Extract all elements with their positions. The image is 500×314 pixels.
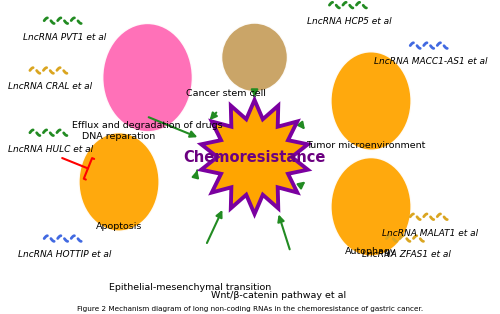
Text: Figure 2 Mechanism diagram of long non-coding RNAs in the chemoresistance of gas: Figure 2 Mechanism diagram of long non-c… (77, 306, 423, 312)
Text: LncRNA MACC1-AS1 et al: LncRNA MACC1-AS1 et al (374, 57, 487, 66)
Text: Epithelial-mesenchymal transition: Epithelial-mesenchymal transition (109, 283, 272, 292)
Text: LncRNA MALAT1 et al: LncRNA MALAT1 et al (382, 229, 478, 238)
Ellipse shape (330, 51, 411, 150)
Text: Autophagy: Autophagy (346, 247, 397, 256)
Text: LncRNA ZFAS1 et al: LncRNA ZFAS1 et al (362, 250, 451, 259)
Text: Efflux and degradation of drugs: Efflux and degradation of drugs (72, 121, 223, 130)
Text: Wnt/β-catenin pathway et al: Wnt/β-catenin pathway et al (210, 291, 346, 300)
Ellipse shape (102, 23, 192, 132)
Text: LncRNA HCP5 et al: LncRNA HCP5 et al (308, 17, 392, 26)
Ellipse shape (222, 23, 288, 92)
Text: LncRNA HULC et al: LncRNA HULC et al (8, 144, 92, 154)
Text: Chemoresistance: Chemoresistance (184, 149, 326, 165)
Text: Apoptosis: Apoptosis (96, 222, 142, 231)
Text: DNA reparation: DNA reparation (82, 132, 156, 141)
Ellipse shape (330, 157, 411, 256)
Text: Cancer stem cell: Cancer stem cell (186, 89, 266, 98)
Text: LncRNA PVT1 et al: LncRNA PVT1 et al (22, 33, 106, 41)
Text: LncRNA HOTTIP et al: LncRNA HOTTIP et al (18, 250, 111, 259)
Ellipse shape (78, 132, 160, 231)
Text: LncRNA CRAL et al: LncRNA CRAL et al (8, 82, 92, 91)
Text: Tumor microenvironment: Tumor microenvironment (306, 141, 426, 150)
Polygon shape (201, 100, 308, 214)
